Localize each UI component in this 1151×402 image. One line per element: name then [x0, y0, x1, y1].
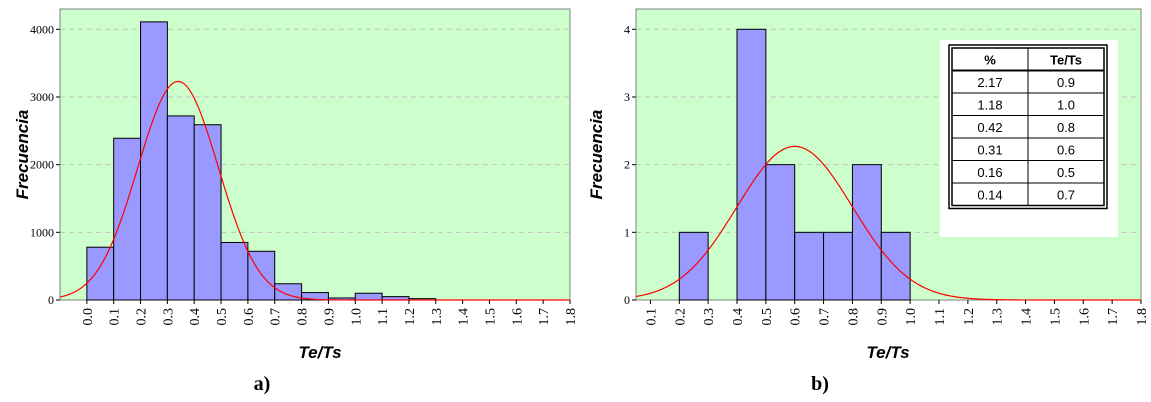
- stats-table: % Te/Ts 2.17 0.9 1.18 1.0 0.42 0.8 0.31 0.6 0.16 0.…: [940, 40, 1118, 237]
- y-tick-label: 1: [624, 225, 630, 239]
- x-tick-label: 1.2: [403, 308, 418, 326]
- x-tick-label: 1.8: [564, 308, 579, 326]
- x-tick-label: 1.5: [483, 308, 498, 326]
- x-tick-label: 0.8: [296, 308, 311, 326]
- x-tick-label: 0.4: [188, 308, 203, 326]
- x-tick-label: 0.7: [818, 308, 833, 326]
- histogram-bar: [193, 124, 222, 301]
- histogram-bar: [794, 231, 825, 301]
- histogram-bar: [823, 231, 853, 301]
- table-cell: 0.5: [1057, 165, 1075, 180]
- table-outer-border: [948, 44, 1108, 210]
- x-tick-label: 0.3: [161, 308, 176, 326]
- x-tick-label: 1.4: [457, 308, 472, 326]
- table-cell: 0.14: [977, 187, 1002, 202]
- x-tick-label: 0.1: [108, 308, 123, 326]
- panel-caption: b): [811, 373, 829, 395]
- table-cell: 1.0: [1057, 97, 1075, 112]
- x-tick-label: 1.2: [962, 308, 977, 326]
- x-tick-label: 0.8: [846, 308, 861, 326]
- histogram-bar: [851, 164, 882, 301]
- x-tick-label: 1.5: [1048, 308, 1063, 326]
- y-tick-label: 0: [624, 293, 630, 307]
- normal-fit-curve: [635, 145, 1141, 301]
- x-tick-label: 0.6: [789, 308, 804, 326]
- x-tick-label: 0.6: [242, 308, 257, 326]
- x-tick-label: 1.7: [1106, 308, 1121, 326]
- histogram-bar: [354, 292, 383, 301]
- normal-fit-curve: [59, 80, 570, 301]
- table-cell: 0.7: [1057, 187, 1075, 202]
- x-tick-label: 1.4: [1020, 308, 1035, 326]
- histogram-bar: [113, 137, 142, 301]
- histogram-bar: [220, 241, 249, 301]
- table-header-cell: Te/Ts: [1050, 52, 1082, 67]
- y-tick-label: 3000: [30, 90, 54, 104]
- histogram-bar: [166, 115, 195, 301]
- histogram-bar: [274, 283, 303, 301]
- y-tick-label: 4000: [30, 22, 54, 36]
- x-tick-label: 0.0: [81, 308, 96, 326]
- table-cell: 1.18: [977, 97, 1002, 112]
- x-tick-label: 0.1: [644, 308, 659, 326]
- histogram-bar: [301, 292, 329, 301]
- x-tick-label: 1.1: [933, 308, 948, 326]
- chart-a: 0 1000 2000 3000 4000 0.0 0.1 0.2 0.3 0.4 0.5 0.6 0.…: [13, 8, 579, 395]
- x-axis-title: Te/Ts: [298, 343, 341, 362]
- table-cell: 0.9: [1057, 75, 1075, 90]
- x-tick-label: 0.5: [215, 308, 230, 326]
- x-tick-label: 0.9: [322, 308, 337, 326]
- x-tick-label: 1.8: [1135, 308, 1150, 326]
- table-cell: 2.17: [977, 75, 1002, 90]
- histogram-bar: [765, 164, 796, 301]
- table-cell: 0.31: [977, 142, 1002, 157]
- x-tick-label: 0.3: [702, 308, 717, 326]
- x-tick-label: 1.6: [1077, 308, 1092, 326]
- y-tick-label: 4: [624, 22, 630, 36]
- table-cell: 0.16: [977, 165, 1002, 180]
- y-tick-label: 3: [624, 90, 630, 104]
- x-tick-label: 1.3: [430, 308, 445, 326]
- y-axis-title: Frecuencia: [13, 110, 32, 200]
- x-tick-label: 1.0: [904, 308, 919, 326]
- x-tick-label: 0.7: [269, 308, 284, 326]
- chart-b: 0 1 2 3 4 0.1 0.2 0.3 0.4 0.5 0.6 0.7 0.8 0.9 1.0 1.1 1.…: [587, 8, 1150, 395]
- x-tick-label: 1.6: [510, 308, 525, 326]
- table-cell: 0.8: [1057, 120, 1075, 135]
- histogram-bar: [86, 246, 115, 301]
- table-cell: 0.42: [977, 120, 1002, 135]
- x-tick-label: 0.5: [760, 308, 775, 326]
- x-tick-label: 0.2: [135, 308, 150, 326]
- y-tick-label: 2: [624, 158, 630, 172]
- x-tick-label: 1.1: [376, 308, 391, 326]
- x-tick-label: 0.9: [875, 308, 890, 326]
- table-cell: 0.6: [1057, 142, 1075, 157]
- x-tick-label: 1.0: [349, 308, 364, 326]
- y-axis-title: Frecuencia: [587, 110, 606, 200]
- x-axis-title: Te/Ts: [866, 343, 909, 362]
- y-tick-label: 0: [48, 293, 54, 307]
- x-tick-label: 0.4: [731, 308, 746, 326]
- x-tick-label: 1.7: [537, 308, 552, 326]
- y-tick-label: 1000: [30, 225, 54, 239]
- panel-caption: a): [254, 373, 271, 395]
- histogram-bar: [140, 21, 168, 301]
- x-tick-label: 1.3: [991, 308, 1006, 326]
- table-header-cell: %: [984, 52, 996, 67]
- y-tick-label: 2000: [30, 158, 54, 172]
- histogram-bar: [736, 28, 767, 301]
- x-tick-label: 0.2: [673, 308, 688, 326]
